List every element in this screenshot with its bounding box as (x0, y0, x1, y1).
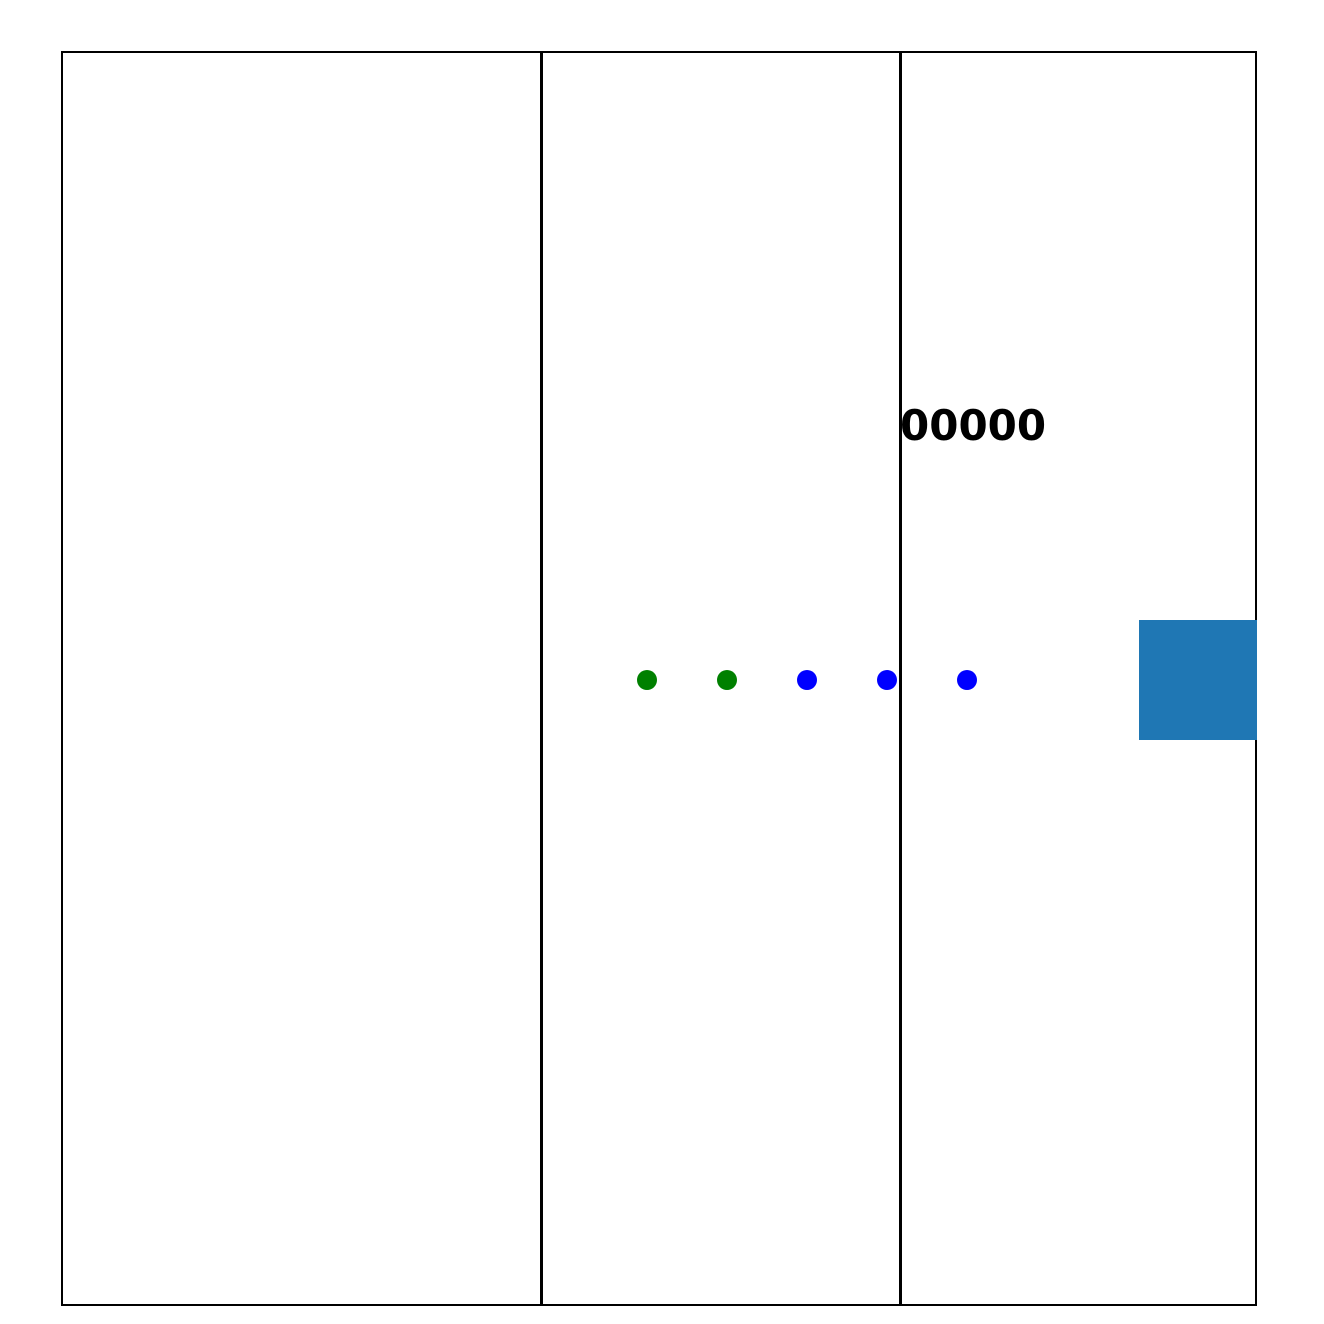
blue-dot (797, 670, 817, 690)
game-board: 00000 (61, 51, 1257, 1306)
green-dot (717, 670, 737, 690)
green-dot (637, 670, 657, 690)
lane-divider-right (899, 53, 902, 1304)
lane-divider-left (540, 53, 543, 1304)
score-display: 00000 (900, 401, 1046, 451)
player-block[interactable] (1139, 620, 1257, 740)
blue-dot (877, 670, 897, 690)
blue-dot (957, 670, 977, 690)
